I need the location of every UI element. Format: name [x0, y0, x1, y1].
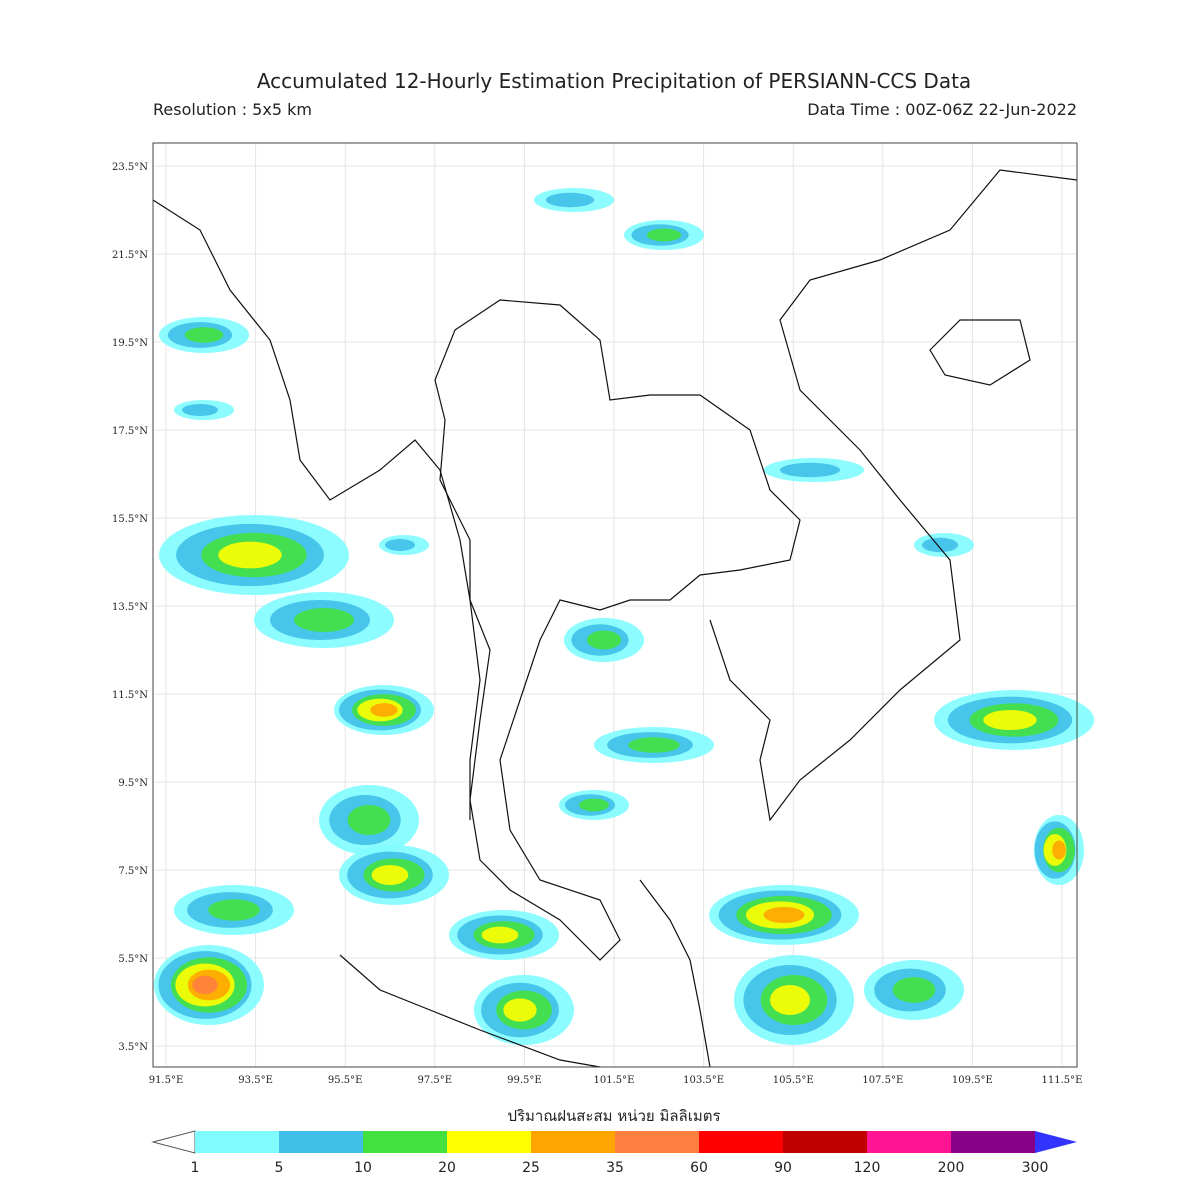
lat-label: 21.5°N [112, 250, 148, 261]
lon-label: 97.5°E [418, 1075, 453, 1086]
colorbar-label: ปริมาณฝนสะสม หน่วย มิลลิเมตร [507, 1107, 720, 1125]
lon-label: 95.5°E [328, 1075, 363, 1086]
colorbar-low [151, 1130, 196, 1154]
colorbar-segment [867, 1131, 951, 1153]
colorbar-segment [195, 1131, 279, 1153]
rain-area [546, 192, 594, 208]
data-time: Data Time : 00Z-06Z 22-Jun-2022 [807, 100, 1077, 119]
colorbar-tick: 10 [354, 1160, 372, 1176]
lon-label: 105.5°E [773, 1075, 814, 1086]
coastline [152, 199, 481, 820]
rain-area [770, 985, 810, 1015]
map-frame [152, 142, 1078, 1068]
rain-area [208, 899, 260, 921]
lon-label: 91.5°E [149, 1075, 184, 1086]
lat-label: 5.5°N [118, 954, 148, 965]
colorbar-tick: 25 [522, 1160, 540, 1176]
rain-area [922, 537, 958, 553]
colorbar-tick: 35 [606, 1160, 624, 1176]
colorbar-tick: 20 [438, 1160, 456, 1176]
rain-area [371, 865, 409, 885]
coastline [929, 319, 1031, 386]
rain-area [586, 630, 622, 650]
lon-label: 109.5°E [952, 1075, 993, 1086]
lat-label: 17.5°N [112, 426, 148, 437]
colorbar-segment [951, 1131, 1035, 1153]
lon-label: 93.5°E [238, 1075, 273, 1086]
map: 23.5°N 21.5°N 19.5°N 17.5°N 15.5°N 13.5°N 11.5… [112, 143, 1094, 1086]
rain-area [370, 703, 398, 717]
lat-label: 15.5°N [112, 514, 148, 525]
rain-area [182, 404, 218, 416]
lon-label: 111.5°E [1042, 1075, 1083, 1086]
colorbar-tick: 300 [1022, 1160, 1049, 1176]
rain-area [347, 805, 391, 835]
lon-label: 101.5°E [594, 1075, 635, 1086]
rain-area [184, 327, 224, 343]
rain-area [503, 998, 537, 1022]
coastline [339, 954, 601, 1068]
rain-area [294, 608, 354, 632]
colorbar: 1 5 10 20 25 35 60 90 120 200 300 [151, 1130, 1077, 1176]
resolution: Resolution : 5x5 km [153, 100, 312, 119]
lon-label: 99.5°E [507, 1075, 542, 1086]
rain-area [763, 906, 805, 924]
colorbar-tick: 60 [690, 1160, 708, 1176]
coastline [434, 299, 801, 961]
lat-label: 23.5°N [112, 162, 148, 173]
colorbar-tick: 5 [275, 1160, 284, 1176]
title: Accumulated 12-Hourly Estimation Precipi… [257, 69, 971, 93]
lon-label: 103.5°E [683, 1075, 724, 1086]
rain-area [385, 539, 415, 551]
colorbar-tick: 120 [854, 1160, 881, 1176]
rain-area [892, 977, 936, 1003]
colorbar-segment [615, 1131, 699, 1153]
rain-area [628, 737, 680, 753]
colorbar-tick: 90 [774, 1160, 792, 1176]
colorbar-segment [783, 1131, 867, 1153]
lat-label: 3.5°N [118, 1042, 148, 1053]
rain-area [579, 798, 609, 812]
rain-area [1052, 840, 1066, 860]
lon-label: 107.5°E [862, 1075, 903, 1086]
colorbar-segment [531, 1131, 615, 1153]
rain-area [780, 462, 840, 478]
lat-label: 19.5°N [112, 338, 148, 349]
rain-area [646, 228, 682, 242]
rain-area [481, 926, 519, 944]
lat-label: 13.5°N [112, 602, 148, 613]
coastline [639, 879, 711, 1068]
lat-label: 9.5°N [118, 778, 148, 789]
colorbar-segment [447, 1131, 531, 1153]
colorbar-high [1035, 1131, 1077, 1153]
rain-area [983, 710, 1037, 730]
coastline [709, 169, 1078, 822]
colorbar-segment [363, 1131, 447, 1153]
lat-label: 7.5°N [118, 866, 148, 877]
colorbar-tick: 1 [191, 1160, 200, 1176]
rain-area [218, 541, 282, 569]
lat-label: 11.5°N [112, 690, 148, 701]
colorbar-tick: 200 [938, 1160, 965, 1176]
rain-area [192, 975, 218, 995]
colorbar-segment [279, 1131, 363, 1153]
colorbar-segment [699, 1131, 783, 1153]
